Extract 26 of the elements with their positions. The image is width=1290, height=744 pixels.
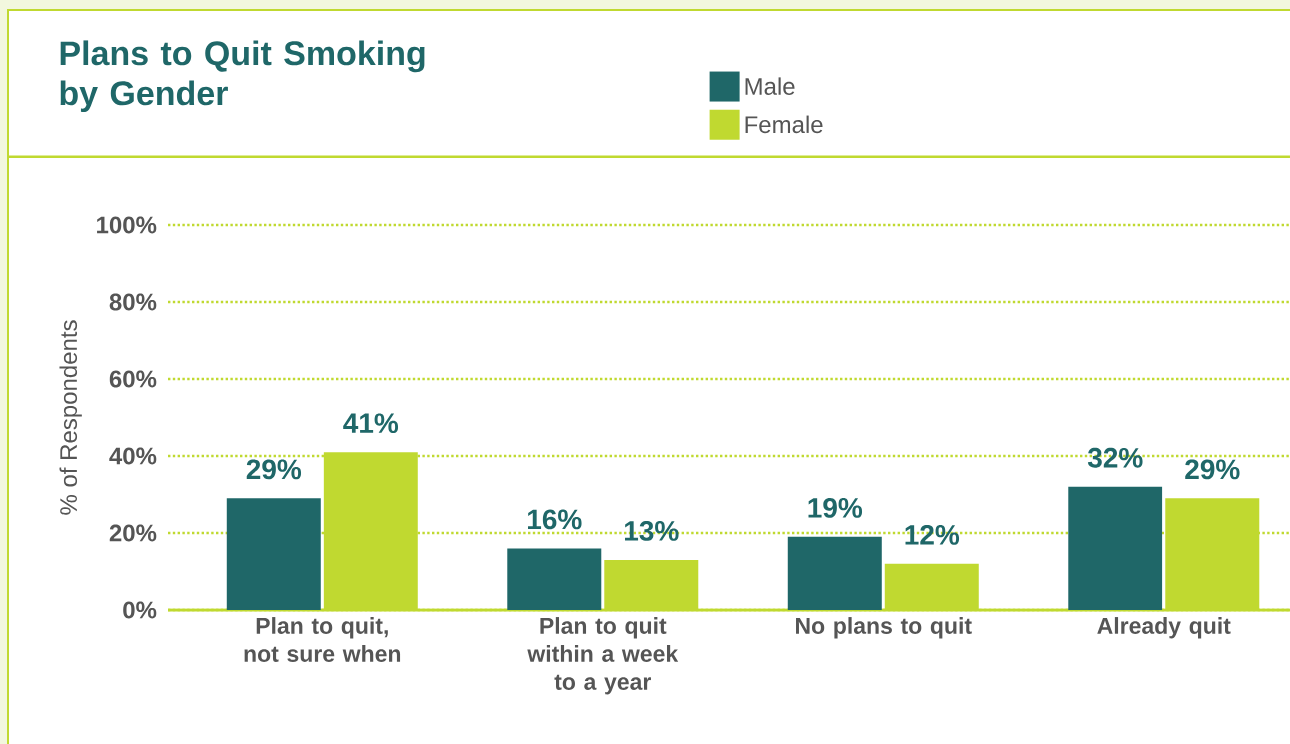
data-label: 12% [905, 524, 960, 545]
data-label: 19% [808, 497, 863, 518]
bar [1068, 486, 1163, 610]
y-tick-label: 0% [123, 601, 157, 619]
x-tick-label: No plans to quit [796, 617, 972, 639]
y-tick-label: 60% [109, 370, 157, 388]
data-label: 29% [1185, 459, 1240, 480]
data-label: 32% [1087, 447, 1143, 468]
y-tick-label: 20% [109, 524, 157, 542]
bar [226, 498, 321, 610]
x-tick-label: Already quit [1097, 617, 1231, 639]
chart-title: Plans to Quit Smoking by Gender [60, 40, 425, 113]
y-tick-label: 80% [109, 293, 157, 311]
y-tick-label: 100% [97, 216, 157, 234]
y-tick-label: 40% [109, 447, 157, 465]
x-tick-label: Plan to quit within a week to a year [527, 617, 679, 695]
bar [507, 548, 602, 610]
data-label: 29% [246, 459, 302, 480]
legend-label: Male [745, 77, 795, 95]
x-tick-label: Plan to quit, not sure when [244, 617, 401, 662]
data-label: 16% [528, 509, 582, 530]
data-label: 13% [625, 520, 679, 541]
bar [787, 536, 882, 610]
legend-label: Female [745, 115, 823, 134]
data-label: 41% [343, 413, 399, 434]
y-axis-title: % of Respondents [59, 320, 82, 515]
